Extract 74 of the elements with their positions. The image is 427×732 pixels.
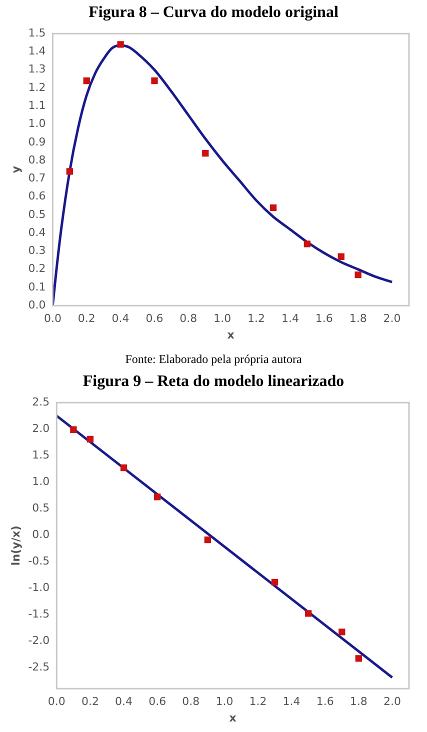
x-tick-label: 1.0 <box>216 695 234 708</box>
point <box>305 610 312 617</box>
y-tick-label: 0.4 <box>28 226 46 239</box>
point <box>70 426 77 433</box>
x-axis-title: x <box>227 328 234 342</box>
y-tick-label: 0.6 <box>28 190 46 203</box>
x-tick-label: 1.4 <box>281 312 299 326</box>
y-tick-label: 0.0 <box>28 298 46 312</box>
point <box>117 41 124 48</box>
x-tick-label: 1.6 <box>316 695 334 708</box>
y-axis-title: ln(y/x) <box>9 526 22 566</box>
x-tick-label: 0.8 <box>180 312 198 326</box>
y-tick-label: 2.5 <box>32 395 50 408</box>
y-tick-label: -0.5 <box>28 554 50 568</box>
y-tick-label: 1.0 <box>32 474 50 488</box>
point <box>83 77 90 84</box>
y-tick-label: -2.0 <box>28 634 50 647</box>
y-tick-label: 0.5 <box>28 208 46 221</box>
x-tick-label: 1.4 <box>282 695 300 708</box>
chart-title: Figura 9 – Reta do modelo linearizado <box>82 373 346 391</box>
x-tick-label: 2.0 <box>383 312 401 326</box>
y-tick-label: 0.7 <box>28 172 46 185</box>
y-tick-label: 1.5 <box>28 26 46 40</box>
x-tick-label: 0.2 <box>78 312 96 326</box>
point <box>154 494 161 500</box>
y-tick-label: 2.0 <box>32 422 50 435</box>
source-note: Fonte: Elaborado pela própria autora <box>124 352 303 367</box>
y-tick-label: -1.5 <box>28 607 50 620</box>
point <box>151 77 158 84</box>
point <box>120 464 128 472</box>
point <box>304 240 311 248</box>
y-tick-label: 1.2 <box>28 80 46 94</box>
x-tick-label: 1.8 <box>350 695 368 708</box>
x-tick-label: 0.4 <box>115 695 133 708</box>
point <box>66 168 73 175</box>
x-tick-label: 2.0 <box>383 695 401 708</box>
x-tick-label: 1.2 <box>248 312 266 326</box>
y-axis-title: y <box>9 166 22 174</box>
y-tick-label: 0.3 <box>28 244 46 258</box>
chart-title: Figura 8 – Curva do modelo original <box>88 4 340 22</box>
x-axis-title: x <box>229 711 236 724</box>
point <box>354 271 362 278</box>
x-tick-label: 1.2 <box>249 695 267 708</box>
x-tick-label: 0.0 <box>48 695 66 708</box>
x-tick-label: 0.6 <box>146 312 164 326</box>
point <box>204 536 211 544</box>
x-tick-label: 1.6 <box>315 312 333 326</box>
x-tick-label: 0.4 <box>112 312 130 326</box>
point <box>270 204 277 212</box>
y-tick-label: 1.5 <box>32 448 50 462</box>
y-tick-label: 1.1 <box>28 98 46 112</box>
y-tick-label: -1.0 <box>28 580 50 594</box>
y-tick-label: -2.5 <box>28 660 50 674</box>
point <box>355 655 362 662</box>
y-tick-label: 0.5 <box>32 501 50 514</box>
y-tick-label: 0.9 <box>28 135 46 148</box>
point <box>338 628 346 636</box>
y-tick-label: 0.8 <box>28 153 46 166</box>
point <box>202 150 209 157</box>
x-tick-label: 0.2 <box>81 695 99 708</box>
x-tick-label: 1.0 <box>214 312 232 326</box>
x-tick-label: 0.8 <box>182 695 200 708</box>
y-tick-label: 1.0 <box>28 117 46 130</box>
y-tick-label: 0.1 <box>28 280 46 294</box>
x-tick-label: 0.0 <box>44 312 62 326</box>
point <box>86 436 94 442</box>
point <box>338 253 344 260</box>
x-tick-label: 1.8 <box>349 312 367 326</box>
y-tick-label: 1.3 <box>28 62 46 76</box>
point <box>271 578 278 586</box>
y-tick-label: 0.2 <box>28 262 46 276</box>
y-tick-label: 0.0 <box>32 528 50 541</box>
x-tick-label: 0.6 <box>148 695 166 708</box>
y-tick-label: 1.4 <box>28 44 46 58</box>
